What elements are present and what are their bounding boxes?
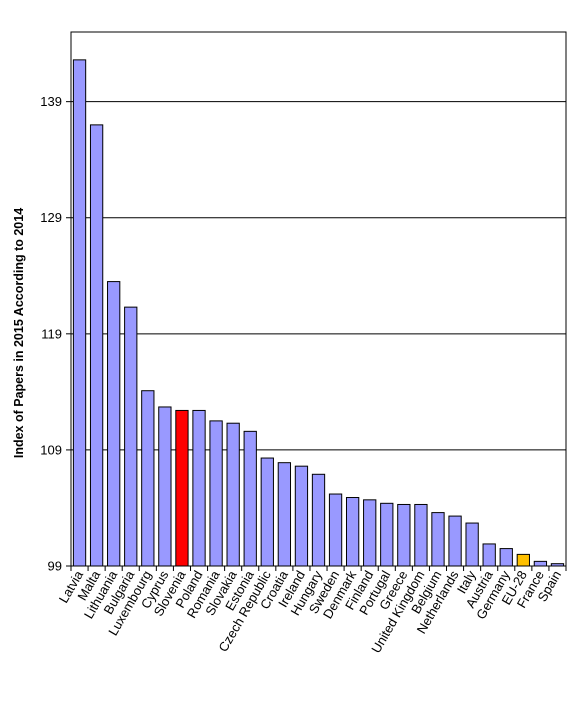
bar-bulgaria <box>124 306 138 567</box>
x-category-labels: LatviaMaltaLithuaniaBulgariaLuxembourgCy… <box>56 567 564 655</box>
bar-france <box>533 560 548 567</box>
bar-denmark <box>345 497 360 567</box>
axes <box>66 31 567 571</box>
bars <box>72 59 565 567</box>
bar-greece <box>397 503 411 567</box>
bar-sweden <box>328 493 343 567</box>
gridlines <box>71 101 566 451</box>
bar-slovenia <box>175 409 189 567</box>
y-tick-label: 109 <box>40 442 62 457</box>
bar-ireland <box>294 465 309 567</box>
bar-belgium <box>431 512 445 567</box>
bar-poland <box>192 409 206 567</box>
bar-luxembourg <box>141 390 155 567</box>
bar-czech-republic <box>260 457 274 567</box>
bar-germany <box>499 548 513 567</box>
bar-united-kingdom <box>414 503 428 567</box>
bar-romania <box>209 420 223 567</box>
bar-austria <box>482 543 496 567</box>
bar-cyprus <box>158 406 172 567</box>
y-tick-label: 119 <box>41 326 62 341</box>
bar-estonia <box>243 430 257 567</box>
bar-netherlands <box>448 515 462 567</box>
plot-area-border <box>70 31 567 567</box>
y-axis-title: Index of Papers in 2015 According to 201… <box>12 208 26 458</box>
y-tick-label: 139 <box>40 94 62 109</box>
bar-lithuania <box>107 281 121 567</box>
bar-slovakia <box>226 422 240 567</box>
bar-latvia <box>72 59 87 567</box>
bar-finland <box>363 499 377 567</box>
bar-eu-28 <box>516 553 530 567</box>
bar-hungary <box>311 473 326 567</box>
bar-malta <box>89 124 104 567</box>
y-tick-label: 129 <box>40 210 62 225</box>
bar-italy <box>465 522 479 567</box>
y-tick-labels: 99 109 119 129 139 <box>40 94 62 573</box>
y-tick-label: 99 <box>48 559 62 574</box>
bar-croatia <box>277 462 292 567</box>
bar-portugal <box>380 502 394 567</box>
